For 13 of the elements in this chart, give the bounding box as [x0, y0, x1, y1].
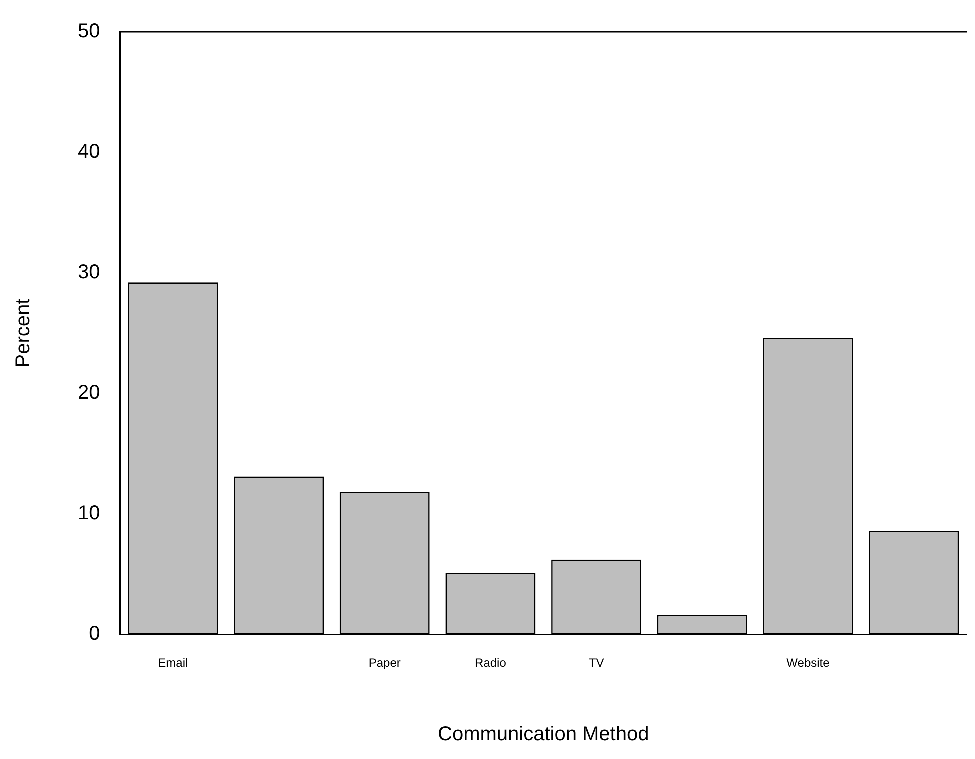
x-tick-label: Paper [368, 656, 401, 670]
y-tick-label: 50 [78, 20, 100, 43]
x-tick-label: Radio [475, 656, 507, 670]
y-axis-title: Percent [12, 298, 35, 368]
y-tick-label: 40 [78, 141, 100, 164]
x-tick-label: Website [786, 656, 830, 670]
y-tick-label: 20 [78, 382, 100, 404]
y-tick-label: 10 [78, 502, 100, 525]
y-tick-label: 0 [89, 623, 100, 646]
x-tick-label: Email [158, 656, 188, 670]
x-tick-label: TV [588, 656, 604, 670]
x-axis-title: Communication Method [438, 724, 650, 746]
y-tick-label: 30 [78, 262, 100, 284]
